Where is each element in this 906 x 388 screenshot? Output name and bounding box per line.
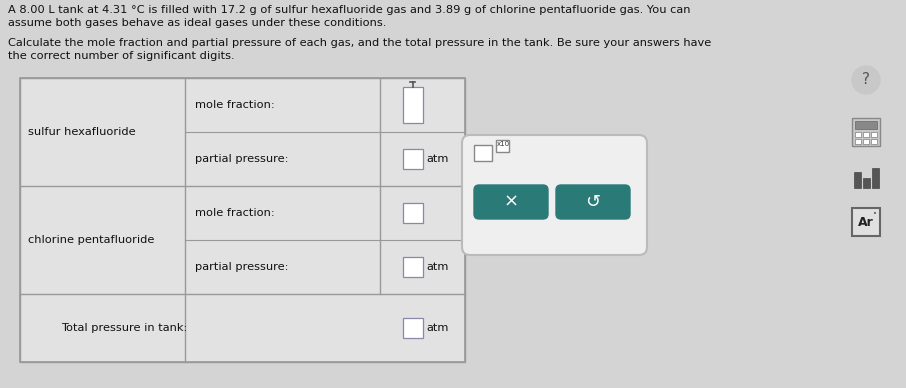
Text: atm: atm xyxy=(427,262,448,272)
Bar xyxy=(402,87,422,123)
Bar xyxy=(855,139,861,144)
Bar xyxy=(872,168,879,188)
Text: Ar: Ar xyxy=(858,215,874,229)
Bar xyxy=(852,208,880,236)
Text: the correct number of significant digits.: the correct number of significant digits… xyxy=(8,51,235,61)
Bar xyxy=(863,139,869,144)
Bar xyxy=(852,162,880,190)
Text: atm: atm xyxy=(427,323,448,333)
Text: mole fraction:: mole fraction: xyxy=(195,208,275,218)
Bar xyxy=(496,140,509,152)
Bar xyxy=(402,149,422,169)
FancyBboxPatch shape xyxy=(556,185,630,219)
Text: ?: ? xyxy=(862,73,870,88)
Bar xyxy=(20,78,465,362)
Bar xyxy=(863,178,870,188)
Text: partial pressure:: partial pressure: xyxy=(195,154,288,164)
Text: A 8.00 L tank at 4.31 °C is filled with 17.2 g of sulfur hexafluoride gas and 3.: A 8.00 L tank at 4.31 °C is filled with … xyxy=(8,5,690,15)
Bar xyxy=(402,203,422,223)
Text: atm: atm xyxy=(427,154,448,164)
Bar xyxy=(871,139,877,144)
FancyBboxPatch shape xyxy=(462,135,647,255)
Text: assume both gases behave as ideal gases under these conditions.: assume both gases behave as ideal gases … xyxy=(8,18,386,28)
Text: Total pressure in tank:: Total pressure in tank: xyxy=(62,323,188,333)
Bar xyxy=(855,132,861,137)
Text: partial pressure:: partial pressure: xyxy=(195,262,288,272)
Text: x10: x10 xyxy=(497,141,510,147)
Bar xyxy=(402,257,422,277)
Bar xyxy=(20,78,465,362)
Text: •: • xyxy=(873,211,877,217)
Bar xyxy=(855,121,877,129)
Bar xyxy=(871,132,877,137)
Text: chlorine pentafluoride: chlorine pentafluoride xyxy=(28,235,154,245)
Text: sulfur hexafluoride: sulfur hexafluoride xyxy=(28,127,136,137)
Bar xyxy=(474,145,492,161)
Text: mole fraction:: mole fraction: xyxy=(195,100,275,110)
FancyBboxPatch shape xyxy=(474,185,548,219)
Text: ↺: ↺ xyxy=(585,193,601,211)
Bar xyxy=(854,172,861,188)
Bar xyxy=(863,132,869,137)
Text: Calculate the mole fraction and partial pressure of each gas, and the total pres: Calculate the mole fraction and partial … xyxy=(8,38,711,48)
Circle shape xyxy=(852,66,880,94)
Bar xyxy=(852,118,880,146)
Text: ×: × xyxy=(504,193,518,211)
Bar xyxy=(402,318,422,338)
